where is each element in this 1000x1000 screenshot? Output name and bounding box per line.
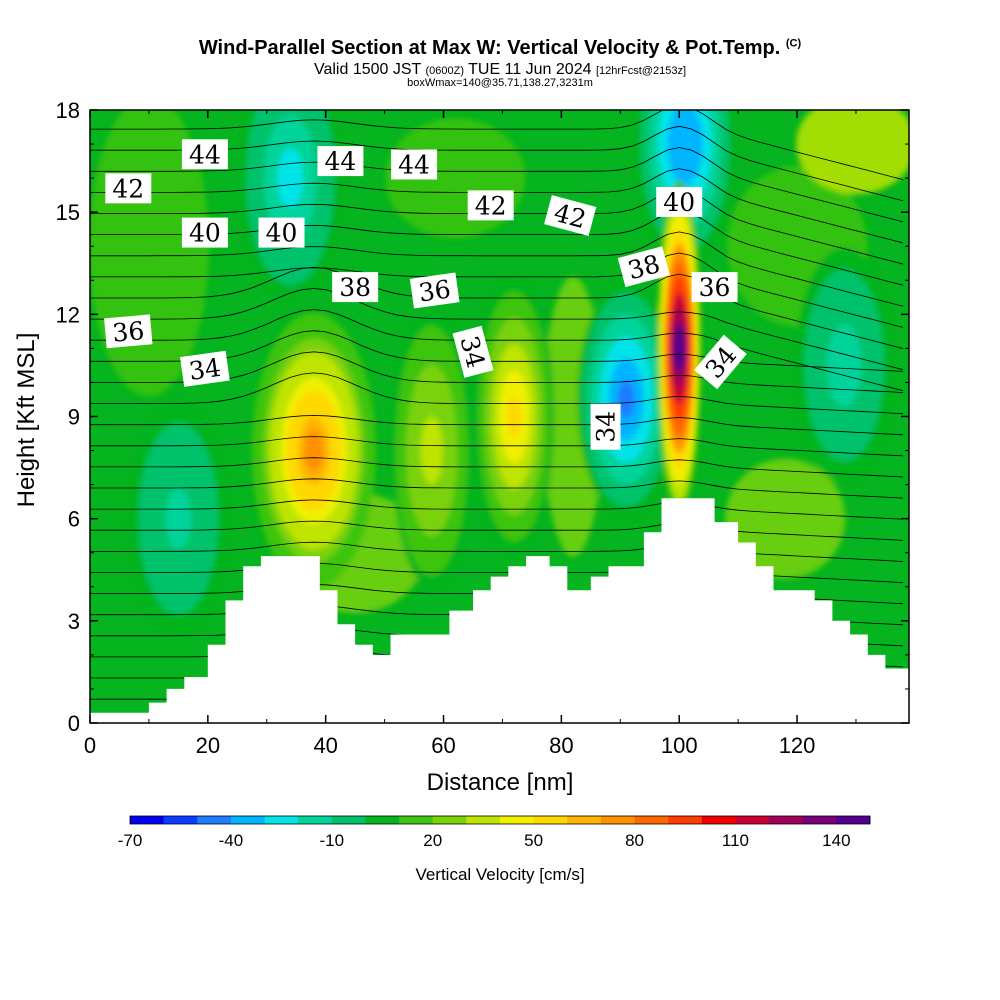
colorbar-swatch: [399, 816, 434, 824]
theta-label-text: 40: [266, 219, 298, 248]
colorbar-swatch: [500, 816, 535, 824]
terrain-layer: [90, 498, 909, 723]
downdraft-core-4: [129, 400, 228, 637]
theta-label: 42: [105, 173, 152, 204]
updraft-core-1: [474, 278, 555, 555]
colorbar-swatch: [802, 816, 837, 824]
colorbar-swatch: [197, 816, 232, 824]
colorbar-tick-label: 80: [625, 831, 644, 850]
theta-label-text: 42: [112, 174, 144, 203]
updraft-core-0: [251, 312, 376, 589]
downdraft-core-1: [241, 110, 340, 297]
theta-label-text: 34: [592, 411, 621, 443]
theta-label: 42: [544, 195, 597, 237]
theta-label-text: 42: [475, 191, 507, 220]
y-tick-label: 3: [68, 609, 80, 634]
x-tick-label: 120: [779, 733, 816, 758]
y-tick-label: 12: [56, 302, 80, 327]
x-tick-label: 0: [84, 733, 96, 758]
colorbar-tick-label: -10: [320, 831, 345, 850]
colorbar-frame: [129, 815, 871, 825]
y-tick-label: 0: [68, 711, 80, 736]
y-tick-label: 9: [68, 405, 80, 430]
theta-label-text: 44: [398, 150, 430, 179]
field-tint: [795, 110, 909, 195]
theta-label-text: 40: [663, 188, 695, 217]
theta-label: 44: [181, 139, 228, 170]
x-tick-label: 60: [431, 733, 455, 758]
theta-label: 40: [181, 217, 228, 248]
colorbar-swatch: [701, 816, 736, 824]
theta-label: 38: [332, 272, 379, 303]
terrain: [90, 498, 909, 723]
theta-label-text: 36: [111, 316, 145, 348]
colorbar-swatch: [298, 816, 333, 824]
theta-label: 36: [691, 272, 738, 303]
chart-title: Wind-Parallel Section at Max W: Vertical…: [198, 37, 802, 59]
x-tick-label: 100: [661, 733, 698, 758]
theta-label-text: 44: [325, 147, 357, 176]
colorbar-swatch: [836, 816, 871, 824]
copyright-mark: (C): [785, 37, 802, 50]
chart-subtitle: Valid 1500 JST (0600Z) TUE 11 Jun 2024 […: [313, 61, 686, 78]
colorbar-swatch: [230, 816, 266, 824]
theta-label: 44: [391, 149, 438, 180]
theta-label-text: 36: [699, 273, 731, 302]
y-tick-label: 15: [56, 200, 80, 225]
colorbar-swatch: [466, 816, 501, 824]
theta-label: 40: [258, 217, 305, 248]
theta-label: 34: [590, 403, 621, 450]
x-tick-label: 40: [313, 733, 337, 758]
updraft-core-2: [391, 312, 472, 589]
x-axis-label: Distance [nm]: [427, 769, 574, 796]
colorbar: -70 -40 -10 20 50 80 110 140: [118, 815, 871, 850]
colorbar-swatch: [567, 816, 602, 824]
colorbar-swatch: [432, 816, 467, 824]
colorbar-tick-label: -40: [219, 831, 244, 850]
theta-label-text: 36: [417, 274, 453, 307]
theta-label-text: 38: [339, 273, 371, 302]
colorbar-tick-label: 110: [722, 831, 749, 850]
theta-label: 36: [104, 314, 153, 349]
theta-label: 36: [409, 272, 460, 309]
colorbar-swatch: [668, 816, 703, 824]
theta-label-text: 44: [189, 140, 221, 169]
colorbar-swatch: [769, 816, 804, 824]
colorbar-tick-label: 140: [822, 831, 850, 850]
colorbar-label: Vertical Velocity [cm/s]: [415, 865, 584, 884]
updraft-core-3: [657, 180, 702, 517]
colorbar-tick-label: -70: [118, 831, 143, 850]
y-tick-label: 18: [56, 98, 80, 123]
colorbar-tick-label: 50: [524, 831, 543, 850]
theta-label-text: 40: [189, 219, 221, 248]
theta-label: 40: [656, 186, 703, 217]
colorbar-swatch: [163, 816, 198, 824]
y-tick-label: 6: [68, 507, 80, 532]
downdraft-core-3: [795, 247, 894, 484]
colorbar-swatch: [130, 816, 165, 824]
location-line: boxWmax=140@35.71,138.27,3231m: [407, 77, 593, 89]
colorbar-swatch: [634, 816, 669, 824]
colorbar-tick-label: 20: [423, 831, 442, 850]
theta-label: 34: [180, 350, 230, 387]
colorbar-swatch: [533, 816, 568, 824]
x-tick-label: 20: [196, 733, 220, 758]
colorbar-swatch: [735, 816, 770, 824]
colorbar-swatch: [600, 816, 636, 824]
theta-label-text: 34: [187, 353, 223, 386]
colorbar-swatch: [365, 816, 400, 824]
theta-label: 44: [317, 146, 364, 177]
theta-label: 42: [467, 190, 514, 221]
theta-label: 38: [617, 246, 670, 288]
colorbar-swatch: [264, 816, 299, 824]
x-tick-label: 80: [549, 733, 573, 758]
colorbar-swatch: [331, 816, 366, 824]
y-axis-label: Height [Kft MSL]: [13, 333, 40, 508]
